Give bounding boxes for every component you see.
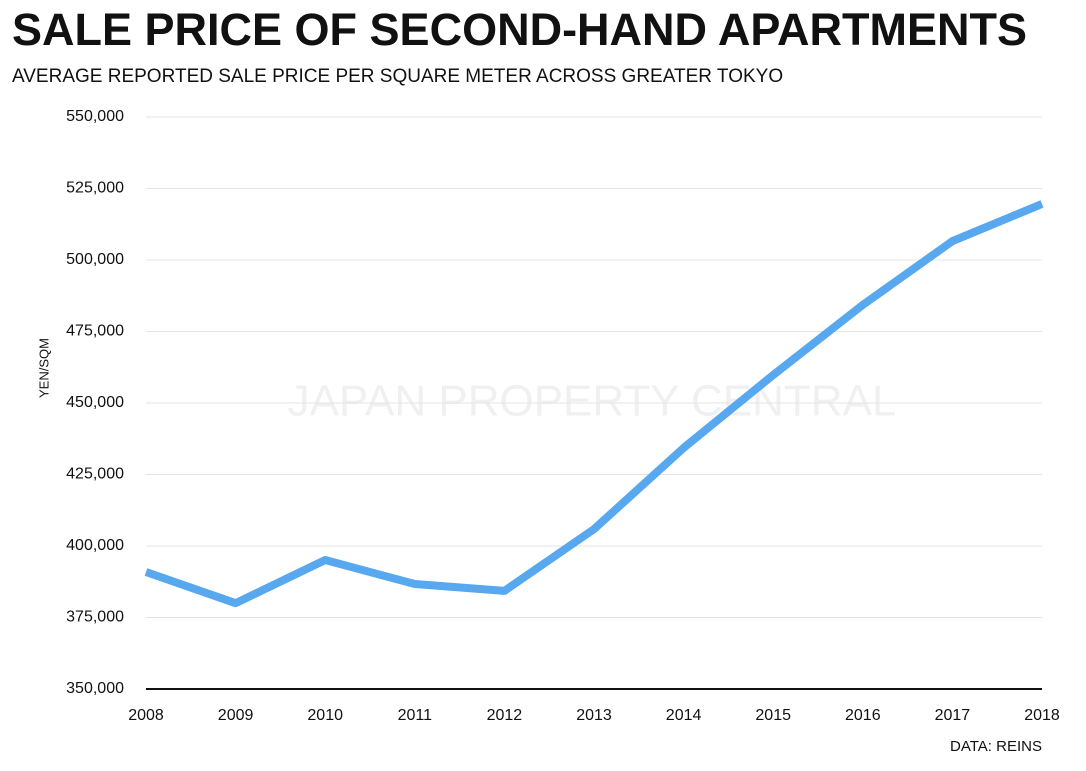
x-tick-label: 2009 <box>218 707 254 724</box>
x-tick-label: 2008 <box>128 707 164 724</box>
x-tick-label: 2017 <box>935 707 971 724</box>
x-tick-label: 2016 <box>845 707 881 724</box>
x-tick-label: 2011 <box>398 707 433 724</box>
chart-subtitle: AVERAGE REPORTED SALE PRICE PER SQUARE M… <box>12 66 783 87</box>
x-tick-label: 2013 <box>576 707 612 724</box>
y-tick-label: 375,000 <box>66 609 124 626</box>
y-axis-label: YEN/SQM <box>36 338 51 398</box>
y-tick-label: 500,000 <box>66 251 124 268</box>
watermark: JAPAN PROPERTY CENTRAL <box>288 377 897 426</box>
y-tick-label: 550,000 <box>66 108 124 125</box>
y-tick-label: 350,000 <box>66 680 124 697</box>
y-tick-label: 425,000 <box>66 466 124 483</box>
chart-title: SALE PRICE OF SECOND-HAND APARTMENTS <box>12 4 1027 55</box>
y-tick-label: 525,000 <box>66 180 124 197</box>
y-tick-label: 450,000 <box>66 394 124 411</box>
x-tick-label: 2010 <box>307 707 343 724</box>
line <box>144 200 1044 608</box>
source: DATA: REINS <box>950 738 1042 755</box>
y-tick-label: 400,000 <box>66 537 124 554</box>
x-tick-label: 2014 <box>666 707 702 724</box>
x-tick-label: 2015 <box>755 707 791 724</box>
x-tick-label: 2018 <box>1024 707 1060 724</box>
y-tick-label: 475,000 <box>66 323 124 340</box>
x-tick-label: 2012 <box>487 707 523 724</box>
